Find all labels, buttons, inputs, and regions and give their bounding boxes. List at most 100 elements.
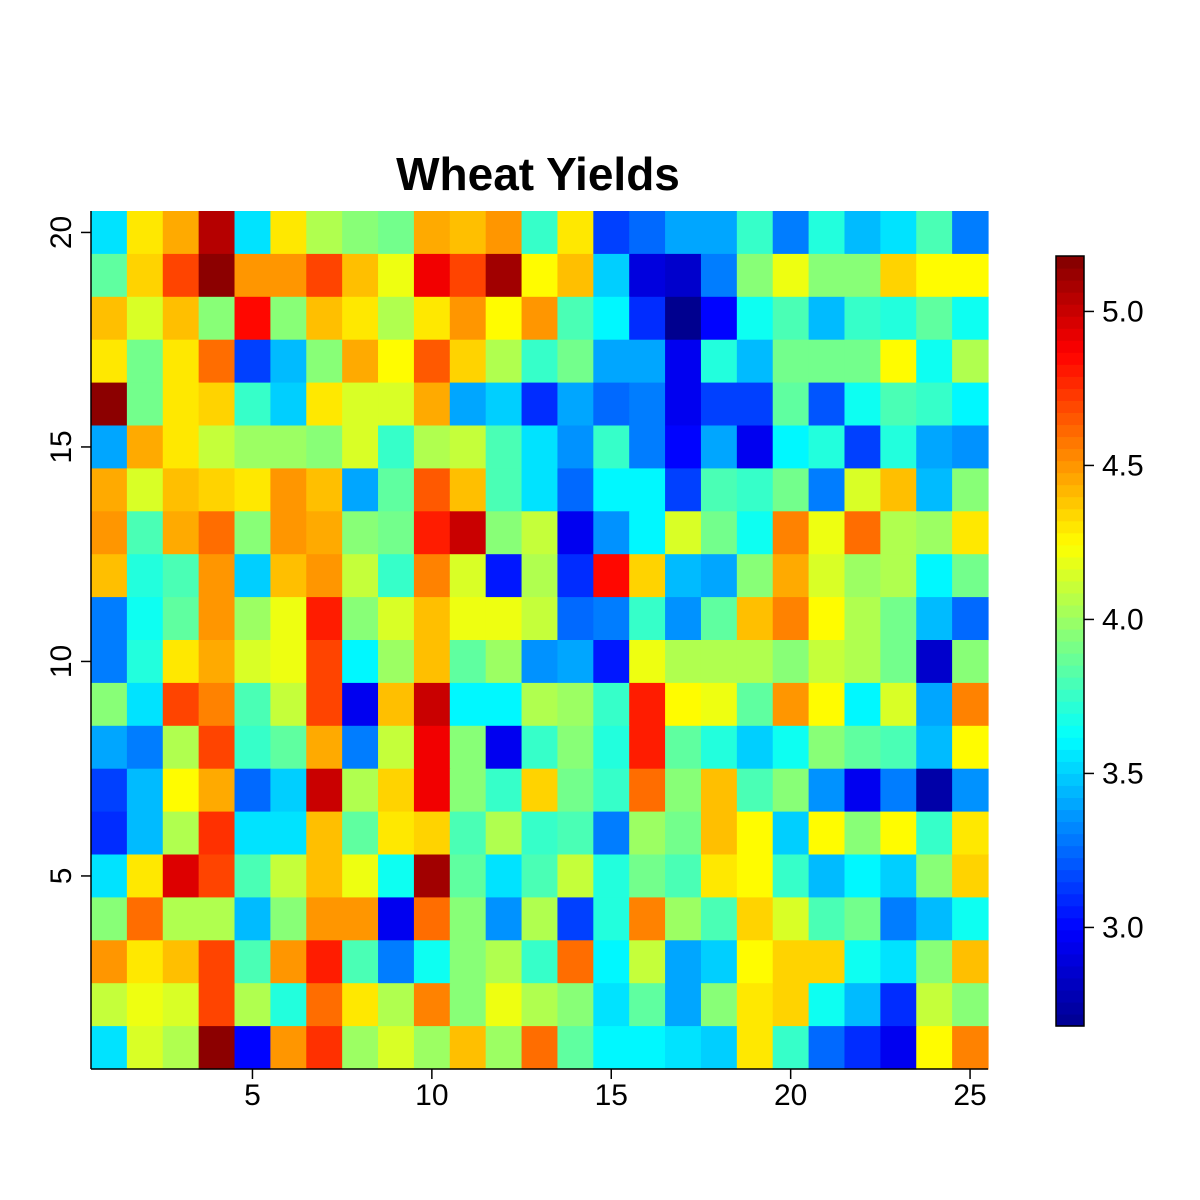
heatmap-cell <box>306 682 343 727</box>
heatmap-cell <box>736 554 774 598</box>
heatmap-cell <box>198 1026 236 1070</box>
colorbar-swatch <box>1056 280 1084 293</box>
heatmap-cell <box>198 468 236 512</box>
heatmap-cell <box>198 425 236 469</box>
x-tick-label: 5 <box>244 1079 261 1112</box>
heatmap-cell <box>342 854 379 898</box>
x-tick-label: 20 <box>774 1079 807 1112</box>
heatmap-cell <box>916 940 953 984</box>
heatmap-cell <box>593 339 630 384</box>
heatmap-cell <box>593 940 630 984</box>
heatmap-cell <box>485 983 523 1027</box>
heatmap-cell <box>593 811 630 856</box>
x-tick-label: 15 <box>595 1079 628 1112</box>
colorbar-swatch <box>1056 689 1084 702</box>
colorbar-swatch <box>1056 965 1084 979</box>
colorbar-swatch <box>1056 376 1084 389</box>
heatmap-cell <box>808 983 846 1027</box>
heatmap-cell <box>772 768 810 813</box>
heatmap-cell <box>485 1026 523 1070</box>
heatmap-cell <box>378 682 415 727</box>
colorbar-swatch <box>1056 845 1084 859</box>
heatmap-cell <box>485 682 523 727</box>
colorbar-swatch <box>1056 460 1084 474</box>
heatmap-cell <box>270 640 307 684</box>
heatmap-cell <box>413 211 451 255</box>
heatmap-cell <box>844 554 881 598</box>
colorbar-swatch <box>1056 532 1084 546</box>
heatmap-cell <box>162 725 200 770</box>
heatmap-cell <box>91 425 128 469</box>
heatmap-cell <box>342 1026 379 1070</box>
heatmap-cell <box>629 339 666 384</box>
heatmap-cell <box>593 640 630 684</box>
heatmap-cell <box>270 425 307 469</box>
heatmap-cell <box>91 296 128 341</box>
heatmap-cell <box>198 983 236 1027</box>
heatmap-cell <box>413 725 451 770</box>
heatmap-cell <box>449 897 487 941</box>
heatmap-cell <box>808 211 846 255</box>
heatmap-cell <box>557 511 594 555</box>
heatmap-cell <box>593 253 630 298</box>
heatmap-cell <box>485 511 523 555</box>
heatmap-cell <box>952 682 989 727</box>
heatmap-cell <box>413 768 451 813</box>
heatmap-cells <box>91 211 989 1070</box>
heatmap-cell <box>952 897 989 941</box>
heatmap-cell <box>342 425 379 469</box>
heatmap-cell <box>413 1026 451 1070</box>
heatmap-cell <box>736 897 774 941</box>
heatmap-cell <box>916 854 953 898</box>
heatmap-cell <box>91 554 128 598</box>
heatmap-cell <box>234 339 271 384</box>
heatmap-cell <box>700 211 738 255</box>
heatmap-cell <box>916 725 953 770</box>
heatmap-cell <box>880 511 917 555</box>
heatmap-cell <box>521 468 559 512</box>
heatmap-cell <box>700 897 738 941</box>
x-tick-label: 25 <box>953 1079 986 1112</box>
colorbar-swatch <box>1056 665 1084 678</box>
heatmap-cell <box>126 597 164 641</box>
heatmap-cell <box>952 468 989 512</box>
heatmap-cell <box>485 382 523 427</box>
heatmap-cell <box>521 1026 559 1070</box>
heatmap-cell <box>593 468 630 512</box>
heatmap-cell <box>198 597 236 641</box>
heatmap-cell <box>844 768 881 813</box>
heatmap-cell <box>629 597 666 641</box>
heatmap-cell <box>378 468 415 512</box>
heatmap-cell <box>593 296 630 341</box>
colorbar-swatch <box>1056 713 1084 726</box>
heatmap-cell <box>665 339 702 384</box>
heatmap-cell <box>629 253 666 298</box>
heatmap-cell <box>772 897 810 941</box>
heatmap-cell <box>126 511 164 555</box>
heatmap-cell <box>485 725 523 770</box>
colorbar-swatch <box>1056 316 1084 329</box>
heatmap-cell <box>198 211 236 255</box>
colorbar-swatch <box>1056 917 1084 931</box>
heatmap-cell <box>91 897 128 941</box>
colorbar: 3.0 3.5 4.0 4.5 5.0 <box>1055 255 1144 1027</box>
heatmap-cell <box>198 854 236 898</box>
heatmap-cell <box>306 1026 343 1070</box>
heatmap-cell <box>952 854 989 898</box>
heatmap-cell <box>593 854 630 898</box>
heatmap-cell <box>593 511 630 555</box>
heatmap-cell <box>916 382 953 427</box>
heatmap-cell <box>126 640 164 684</box>
heatmap-cell <box>270 468 307 512</box>
heatmap-cell <box>270 1026 307 1070</box>
heatmap-cell <box>198 511 236 555</box>
heatmap-cell <box>234 940 271 984</box>
heatmap-cell <box>557 554 594 598</box>
colorbar-swatch <box>1056 725 1084 738</box>
heatmap-cell <box>306 768 343 813</box>
heatmap-cell <box>593 211 630 255</box>
heatmap-cell <box>234 296 271 341</box>
heatmap-cell <box>126 682 164 727</box>
heatmap-cell <box>413 940 451 984</box>
heatmap-cell <box>700 640 738 684</box>
